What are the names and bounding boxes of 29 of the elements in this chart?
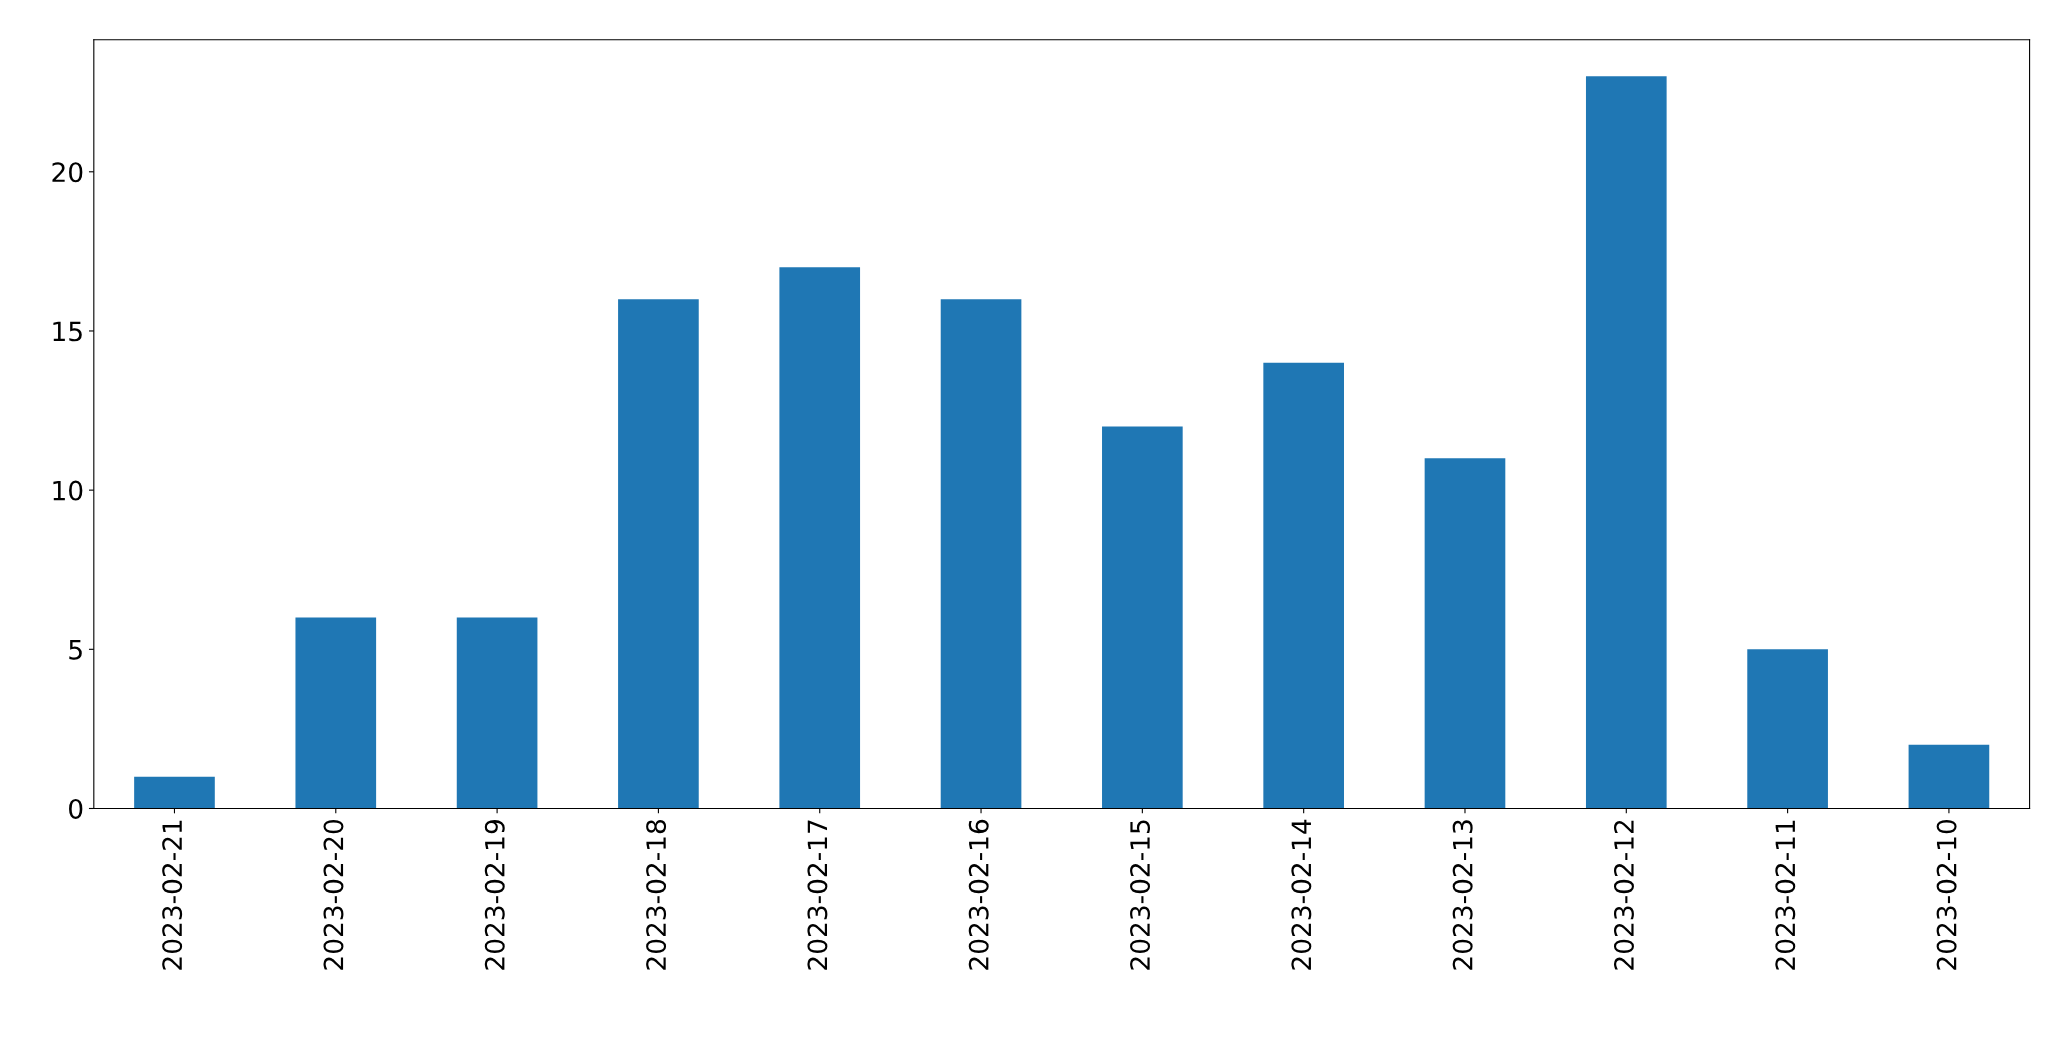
x-tick-label: 2023-02-20	[323, 819, 344, 970]
x-tick-label: 2023-02-21	[162, 820, 183, 970]
bar	[1908, 744, 1990, 809]
y-tick-label: 20	[52, 162, 83, 183]
x-tick-label: 2023-02-15	[1130, 820, 1151, 970]
x-tick-label: 2023-02-10	[1936, 819, 1957, 970]
x-tick-label: 2023-02-16	[968, 819, 989, 970]
bar	[134, 776, 215, 809]
bar	[456, 617, 538, 809]
y-tick-label: 10	[53, 480, 83, 501]
bar	[1424, 458, 1506, 809]
x-tick-label: 2023-02-18	[646, 820, 667, 970]
bar	[1263, 362, 1344, 809]
bar	[1102, 426, 1183, 809]
x-tick-label: 2023-02-19	[484, 820, 505, 970]
x-tick-label: 2023-02-17	[807, 820, 828, 970]
x-tick-label: 2023-02-13	[1452, 820, 1473, 970]
bar	[618, 299, 699, 809]
y-tick-label: 0	[69, 798, 83, 819]
x-tick-label: 2023-02-11	[1775, 820, 1796, 970]
bar	[295, 617, 377, 809]
bar	[1747, 649, 1828, 809]
y-tick-label: 5	[69, 640, 82, 660]
x-tick-label: 2023-02-12	[1613, 820, 1634, 970]
y-tick-label: 15	[53, 321, 82, 342]
x-tick-label: 2023-02-14	[1291, 819, 1312, 970]
bar	[779, 267, 861, 809]
bar	[940, 299, 1022, 809]
bar	[1585, 76, 1667, 809]
